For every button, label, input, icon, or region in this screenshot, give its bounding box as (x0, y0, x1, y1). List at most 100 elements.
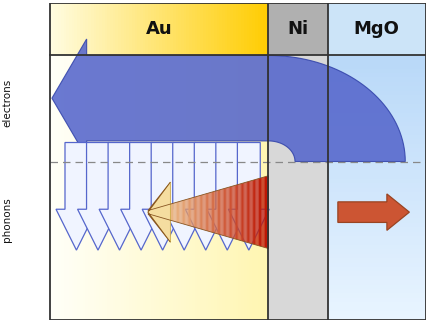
Polygon shape (145, 56, 148, 320)
Polygon shape (211, 192, 212, 232)
Polygon shape (145, 3, 148, 56)
Polygon shape (219, 190, 220, 234)
Polygon shape (148, 210, 149, 214)
Polygon shape (196, 196, 197, 228)
Text: Au: Au (146, 20, 172, 38)
Polygon shape (155, 208, 157, 216)
Polygon shape (328, 108, 426, 113)
Polygon shape (201, 195, 202, 229)
Polygon shape (173, 56, 175, 320)
Polygon shape (91, 56, 94, 320)
Polygon shape (164, 142, 205, 250)
Polygon shape (328, 201, 426, 205)
Polygon shape (236, 185, 237, 239)
Polygon shape (246, 182, 247, 242)
Polygon shape (252, 56, 255, 320)
Polygon shape (265, 176, 266, 248)
Polygon shape (328, 205, 426, 210)
Polygon shape (189, 56, 192, 320)
Polygon shape (69, 56, 72, 320)
Polygon shape (328, 135, 426, 139)
Polygon shape (195, 56, 197, 320)
Polygon shape (227, 56, 230, 320)
Polygon shape (192, 56, 195, 320)
Polygon shape (173, 3, 175, 56)
Polygon shape (166, 205, 167, 219)
Polygon shape (241, 56, 244, 320)
Polygon shape (328, 99, 426, 104)
Polygon shape (77, 56, 80, 320)
Polygon shape (238, 56, 241, 320)
Polygon shape (238, 184, 240, 240)
Polygon shape (171, 203, 172, 221)
Polygon shape (102, 56, 104, 320)
Polygon shape (328, 245, 426, 249)
Polygon shape (328, 113, 426, 117)
Polygon shape (151, 56, 154, 320)
Polygon shape (185, 199, 187, 225)
Polygon shape (214, 3, 217, 56)
Polygon shape (64, 3, 66, 56)
Polygon shape (126, 56, 129, 320)
Polygon shape (252, 180, 253, 244)
Polygon shape (328, 64, 426, 69)
Polygon shape (258, 3, 260, 56)
Polygon shape (261, 177, 262, 247)
Polygon shape (197, 56, 200, 320)
Polygon shape (113, 3, 115, 56)
Polygon shape (207, 142, 248, 250)
Polygon shape (328, 183, 426, 188)
Polygon shape (157, 3, 159, 56)
Polygon shape (160, 207, 161, 218)
Polygon shape (206, 193, 207, 231)
Polygon shape (229, 187, 230, 237)
Polygon shape (129, 56, 132, 320)
Polygon shape (178, 202, 179, 223)
Polygon shape (77, 142, 118, 250)
Polygon shape (126, 3, 129, 56)
Polygon shape (140, 56, 143, 320)
Polygon shape (184, 56, 187, 320)
Polygon shape (137, 3, 140, 56)
Polygon shape (187, 199, 189, 225)
Polygon shape (328, 174, 426, 179)
Polygon shape (169, 204, 171, 220)
Polygon shape (328, 152, 426, 157)
Polygon shape (328, 126, 426, 130)
Polygon shape (225, 188, 226, 236)
Polygon shape (94, 3, 96, 56)
Polygon shape (328, 95, 426, 99)
Polygon shape (52, 39, 268, 157)
Polygon shape (217, 3, 219, 56)
Polygon shape (72, 3, 74, 56)
Polygon shape (183, 200, 184, 224)
Polygon shape (208, 56, 211, 320)
Polygon shape (213, 192, 214, 233)
Polygon shape (58, 3, 61, 56)
Polygon shape (99, 3, 102, 56)
Polygon shape (135, 3, 137, 56)
Polygon shape (190, 198, 191, 226)
Polygon shape (157, 207, 159, 217)
Polygon shape (153, 209, 154, 215)
Polygon shape (238, 3, 241, 56)
Polygon shape (143, 56, 145, 320)
Polygon shape (167, 56, 170, 320)
Polygon shape (159, 3, 162, 56)
Polygon shape (250, 181, 252, 244)
Polygon shape (217, 56, 219, 320)
Polygon shape (203, 194, 205, 230)
Polygon shape (263, 3, 266, 56)
Polygon shape (328, 121, 426, 126)
Polygon shape (167, 205, 169, 220)
Polygon shape (214, 191, 215, 233)
Polygon shape (94, 56, 96, 320)
Polygon shape (115, 56, 118, 320)
Polygon shape (214, 56, 217, 320)
Polygon shape (263, 56, 266, 320)
Polygon shape (55, 3, 58, 56)
Text: phonons: phonons (2, 197, 12, 242)
Polygon shape (52, 56, 55, 320)
Polygon shape (151, 209, 153, 215)
Polygon shape (150, 210, 151, 215)
